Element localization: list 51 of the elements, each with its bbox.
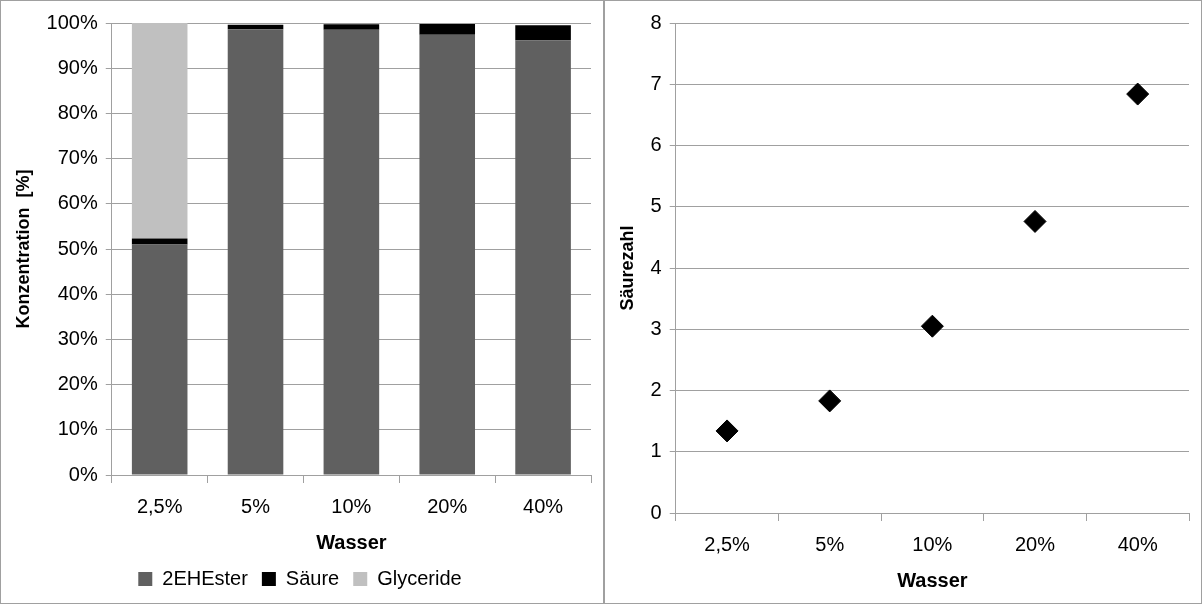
- y-tick-label: 40%: [57, 281, 98, 304]
- x-tick-label: 40%: [523, 494, 564, 517]
- x-axis-title: Wasser: [316, 530, 387, 553]
- x-tick-label: 20%: [427, 494, 468, 517]
- y-tick-label: 50%: [57, 236, 98, 259]
- y-tick-label: 0%: [68, 462, 98, 485]
- bar: [515, 40, 571, 475]
- y-tick-label: 80%: [57, 100, 98, 123]
- point: [818, 389, 842, 413]
- x-tick-label: 5%: [815, 532, 845, 555]
- x-tick-label: 10%: [331, 494, 372, 517]
- x-tick-label: 40%: [1117, 532, 1158, 555]
- y-tick-label: 60%: [57, 191, 98, 214]
- x-tick-label: 20%: [1015, 532, 1056, 555]
- legend-label: Säure: [285, 566, 340, 589]
- x-tick-label: 2,5%: [136, 494, 183, 517]
- y-tick-label: 100%: [46, 10, 98, 33]
- point: [920, 314, 944, 338]
- x-axis-title: Wasser: [897, 568, 968, 591]
- y-tick-label: 1: [650, 439, 662, 462]
- bar: [419, 23, 476, 35]
- y-axis-title: Säurezahl: [616, 225, 637, 311]
- x-tick-label: 5%: [241, 494, 271, 517]
- bar: [323, 24, 380, 30]
- legend-label: 2EHEster: [162, 566, 249, 589]
- y-tick-label: 8: [650, 10, 662, 33]
- y-tick-label: 2: [650, 378, 662, 401]
- bar: [131, 23, 188, 239]
- bar: [515, 25, 571, 41]
- y-tick-label: 7: [650, 71, 662, 94]
- y-tick-label: 20%: [57, 372, 98, 395]
- point: [1126, 82, 1150, 106]
- y-tick-label: 30%: [57, 326, 98, 349]
- x-tick-label: 2,5%: [704, 532, 751, 555]
- y-tick-label: 70%: [57, 146, 98, 169]
- x-tick-label: 10%: [912, 532, 953, 555]
- point: [1023, 209, 1047, 233]
- y-tick-label: 90%: [57, 55, 98, 78]
- bar: [419, 34, 476, 475]
- bar: [323, 29, 380, 475]
- y-tick-label: 0: [650, 500, 662, 523]
- bar: [131, 244, 188, 475]
- y-tick-label: 10%: [57, 417, 98, 440]
- y-tick-label: 6: [650, 133, 662, 156]
- bar: [227, 29, 284, 475]
- y-axis-title: Konzentration [%]: [12, 169, 33, 329]
- y-tick-label: 5: [650, 194, 662, 217]
- y-tick-label: 3: [650, 316, 662, 339]
- legend-label: Glyceride: [377, 566, 462, 589]
- point: [715, 419, 739, 443]
- y-tick-label: 4: [650, 255, 662, 278]
